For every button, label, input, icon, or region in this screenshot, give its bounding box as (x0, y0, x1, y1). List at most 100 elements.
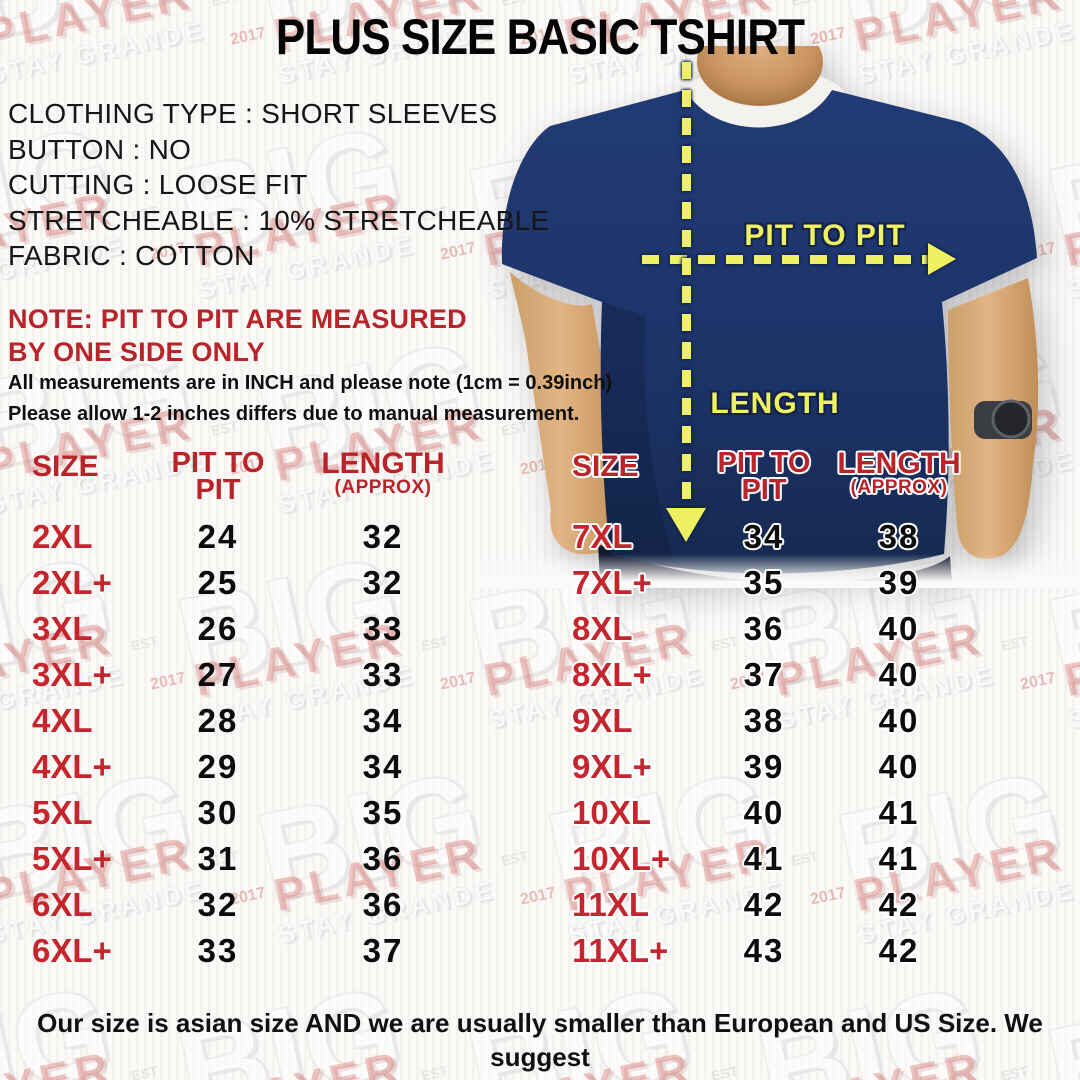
size-table-left-body: 2XL 24 32 2XL+ 25 32 3XL 26 33 3XL+ 27 33 4XL 28 34 4XL… (8, 514, 468, 974)
header-pit-to-pit: PIT TO PIT (138, 447, 298, 506)
length-cell: 40 (878, 656, 920, 693)
length-cell: 36 (362, 840, 404, 877)
size-cell: 7XL+ (572, 564, 652, 601)
length-label: LENGTH (710, 387, 840, 420)
header-length-text: LENGTH (837, 447, 961, 480)
length-cell: 32 (362, 564, 404, 601)
pit-to-pit-cell: 37 (743, 656, 785, 693)
size-cell: 9XL+ (572, 748, 652, 785)
size-table-right: SIZE PIT TO PIT LENGTH (APPROX) 7XL 34 38 7… (560, 447, 964, 974)
length-arrowhead-icon (666, 508, 706, 542)
length-cell: 39 (878, 564, 920, 601)
info-button: BUTTON : NO (8, 133, 192, 165)
size-cell: 9XL (572, 702, 633, 739)
size-cell: 11XL (572, 886, 650, 923)
size-table-row: 10XL+ 41 41 (560, 836, 964, 882)
size-table-row: 8XL 36 40 (560, 606, 964, 652)
pit-to-pit-cell: 28 (197, 702, 239, 739)
size-table-row: 10XL 40 41 (560, 790, 964, 836)
length-cell: 40 (878, 610, 920, 647)
length-cell: 33 (362, 610, 404, 647)
size-table-row: 7XL+ 35 39 (560, 560, 964, 606)
footer-note: Our size is asian size AND we are usuall… (0, 1006, 1080, 1080)
info-clothing-type: CLOTHING TYPE : SHORT SLEEVES (8, 98, 498, 129)
pit-to-pit-cell: 38 (743, 702, 785, 739)
size-cell: 2XL (32, 518, 93, 555)
length-cell: 40 (878, 748, 920, 785)
length-cell: 41 (878, 840, 920, 877)
size-cell: 5XL+ (32, 840, 112, 877)
pit-to-pit-cell: 31 (197, 840, 239, 877)
pit-to-pit-cell: 36 (743, 610, 785, 647)
measurement-note-block: All measurements are in INCH and please … (8, 368, 612, 430)
footer-line2: choose bigger than you usually. Please m… (0, 1074, 1080, 1080)
header-length: LENGTH (APPROX) (298, 447, 468, 498)
size-table-row: 11XL 42 42 (560, 882, 964, 928)
page-title: PLUS SIZE BASIC TSHIRT (275, 9, 805, 65)
left-arm (510, 272, 625, 555)
size-table-row: 3XL 26 33 (8, 606, 468, 652)
pit-to-pit-cell: 30 (197, 794, 239, 831)
pit-to-pit-cell: 24 (197, 518, 239, 555)
pit-to-pit-label: PIT TO PIT (744, 219, 906, 252)
measure-note-line1: All measurements are in INCH and please … (8, 372, 613, 394)
size-table-row: 5XL 30 35 (8, 790, 468, 836)
size-cell: 3XL+ (32, 656, 112, 693)
pit-to-pit-cell: 26 (197, 610, 239, 647)
watch-face (991, 399, 1031, 439)
size-table-right-body: 7XL 34 38 7XL+ 35 39 8XL 36 40 8XL+ 37 40 9XL 38 40 9XL… (560, 514, 964, 974)
size-table-row: 2XL 24 32 (8, 514, 468, 560)
footer-line1: Our size is asian size AND we are usuall… (37, 1008, 1043, 1072)
pit-to-pit-cell: 34 (743, 518, 785, 555)
pit-to-pit-cell: 25 (197, 564, 239, 601)
size-table-row: 6XL+ 33 37 (8, 928, 468, 974)
size-table-left: SIZE PIT TO PIT LENGTH (APPROX) 2XL 24 32 2… (8, 447, 468, 974)
info-cutting: CUTTING : LOOSE FIT (8, 169, 308, 200)
size-table-row: 2XL+ 25 32 (8, 560, 468, 606)
header-length: LENGTH (APPROX) (834, 447, 964, 498)
pit-to-pit-cell: 27 (197, 656, 239, 693)
length-cell: 42 (878, 886, 920, 923)
size-table-right-header: SIZE PIT TO PIT LENGTH (APPROX) (560, 447, 964, 514)
product-info-block: CLOTHING TYPE : SHORT SLEEVES BUTTON : N… (8, 96, 549, 274)
header-length-approx: (APPROX) (850, 477, 948, 498)
size-table-row: 9XL 38 40 (560, 698, 964, 744)
length-cell: 34 (362, 748, 404, 785)
note-line2: BY ONE SIDE ONLY (8, 337, 265, 367)
length-arrow (682, 62, 691, 510)
size-table-row: 3XL+ 27 33 (8, 652, 468, 698)
length-cell: 36 (362, 886, 404, 923)
header-pit-to-pit-text: PIT TO PIT (717, 447, 811, 506)
size-cell: 4XL (32, 702, 93, 739)
header-length-approx: (APPROX) (334, 477, 432, 498)
pit-to-pit-cell: 29 (197, 748, 239, 785)
tshirt (501, 90, 1038, 574)
measure-note-line2: Please allow 1-2 inches differs due to m… (8, 403, 580, 425)
size-table-row: 9XL+ 39 40 (560, 744, 964, 790)
pit-to-pit-arrowhead-icon (928, 243, 956, 275)
size-cell: 10XL (572, 794, 651, 831)
size-table-row: 11XL+ 43 42 (560, 928, 964, 974)
photo-fade (480, 554, 1080, 588)
size-cell: 8XL (572, 610, 633, 647)
size-cell: 11XL+ (572, 932, 669, 969)
size-cell: 5XL (32, 794, 93, 831)
length-cell: 32 (362, 518, 404, 555)
size-cell: 6XL (32, 886, 93, 923)
pit-to-pit-cell: 32 (197, 886, 239, 923)
header-pit-to-pit-text: PIT TO PIT (171, 447, 265, 506)
header-size: SIZE (572, 450, 639, 483)
info-stretchable: STRETCHEABLE : 10% STRETCHEABLE (8, 204, 550, 236)
pit-to-pit-cell: 33 (197, 932, 239, 969)
size-table-row: 4XL 28 34 (8, 698, 468, 744)
shirt-shading (600, 302, 676, 568)
size-table-row: 7XL 34 38 (560, 514, 964, 560)
length-cell: 35 (362, 794, 404, 831)
header-length-text: LENGTH (321, 447, 445, 480)
length-cell: 40 (878, 702, 920, 739)
size-table-row: 6XL 32 36 (8, 882, 468, 928)
pit-to-pit-cell: 41 (743, 840, 785, 877)
length-cell: 41 (878, 794, 920, 831)
size-table-row: 8XL+ 37 40 (560, 652, 964, 698)
